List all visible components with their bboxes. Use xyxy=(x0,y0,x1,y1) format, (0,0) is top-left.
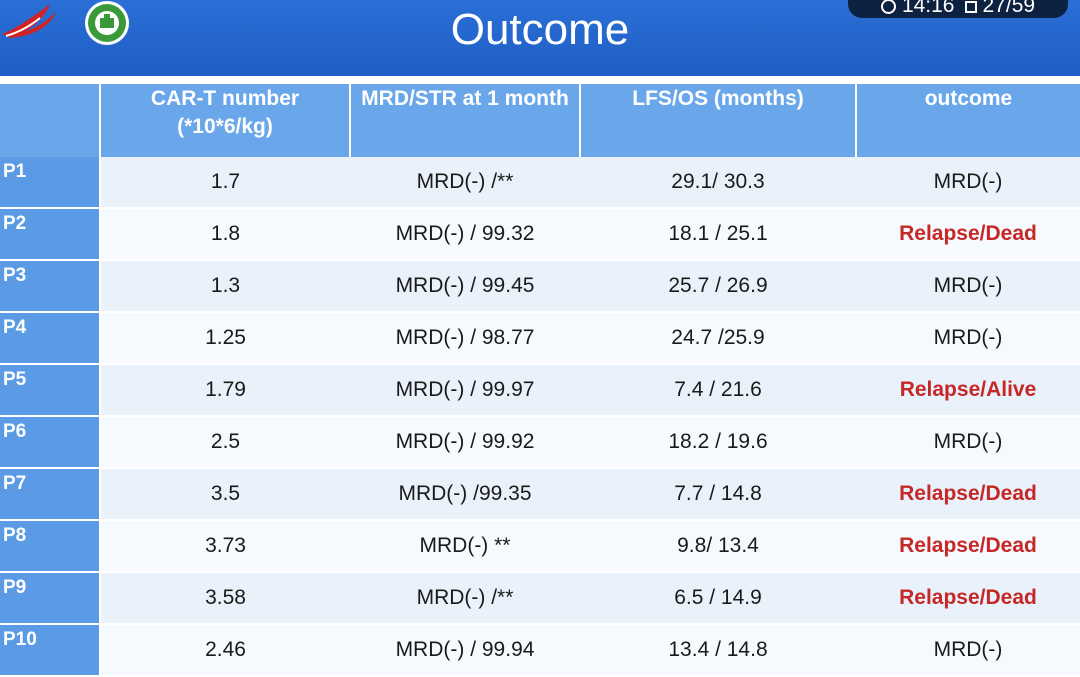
lfs-os-cell: 13.4 / 14.8 xyxy=(580,624,856,677)
lfs-os-cell: 18.1 / 25.1 xyxy=(580,208,856,261)
table-row: P1 1.7 MRD(-) /** 29.1/ 30.3 MRD(-) xyxy=(0,157,1080,209)
cart-number-cell: 1.7 xyxy=(100,157,350,209)
lfs-os-cell: 7.7 / 14.8 xyxy=(580,468,856,521)
red-swoosh-logo-icon xyxy=(2,4,56,38)
presentation-status-pill: 14:16 27/59 xyxy=(848,0,1068,18)
outcome-cell: Relapse/Dead xyxy=(856,468,1080,521)
mrd-str-cell: MRD(-) ** xyxy=(350,520,580,573)
outcome-cell: Relapse/Alive xyxy=(856,364,1080,417)
lfs-os-cell: 6.5 / 14.9 xyxy=(580,572,856,625)
cart-number-cell: 3.5 xyxy=(100,468,350,521)
outcome-table: CAR-T number (*10*6/kg) MRD/STR at 1 mon… xyxy=(0,84,1080,677)
mrd-str-cell: MRD(-) / 99.45 xyxy=(350,260,580,313)
table-row: P5 1.79 MRD(-) / 99.97 7.4 / 21.6 Relapse/Al… xyxy=(0,364,1080,417)
mrd-str-cell: MRD(-) / 99.94 xyxy=(350,624,580,677)
cart-number-cell: 2.46 xyxy=(100,624,350,677)
header-mrd-str: MRD/STR at 1 month xyxy=(350,84,581,157)
header-divider xyxy=(0,76,1080,84)
patient-id-cell: P10 xyxy=(0,624,101,677)
lfs-os-cell: 25.7 / 26.9 xyxy=(580,260,856,313)
outcome-cell: MRD(-) xyxy=(856,157,1080,209)
cart-number-cell: 3.58 xyxy=(100,572,350,625)
table-row: P9 3.58 MRD(-) /** 6.5 / 14.9 Relapse/Dead xyxy=(0,572,1080,625)
lfs-os-cell: 24.7 /25.9 xyxy=(580,312,856,365)
table-row: P7 3.5 MRD(-) /99.35 7.7 / 14.8 Relapse/Dead xyxy=(0,468,1080,521)
patient-id-cell: P3 xyxy=(0,260,101,313)
patient-id-cell: P5 xyxy=(0,364,101,417)
outcome-cell: MRD(-) xyxy=(856,416,1080,469)
lfs-os-cell: 18.2 / 19.6 xyxy=(580,416,856,469)
clock-icon xyxy=(880,0,896,14)
table-row: P8 3.73 MRD(-) ** 9.8/ 13.4 Relapse/Dead xyxy=(0,520,1080,573)
header-outcome: outcome xyxy=(856,84,1080,157)
patient-id-cell: P1 xyxy=(0,157,101,209)
cart-number-cell: 1.8 xyxy=(100,208,350,261)
page-icon xyxy=(964,1,977,13)
mrd-str-cell: MRD(-) / 99.32 xyxy=(350,208,580,261)
outcome-cell: MRD(-) xyxy=(856,624,1080,677)
header-cart-number: CAR-T number (*10*6/kg) xyxy=(100,84,351,157)
green-emblem-logo-icon xyxy=(85,1,129,45)
mrd-str-cell: MRD(-) / 98.77 xyxy=(350,312,580,365)
lfs-os-cell: 7.4 / 21.6 xyxy=(580,364,856,417)
patient-id-cell: P6 xyxy=(0,416,101,469)
outcome-cell: Relapse/Dead xyxy=(856,520,1080,573)
status-page-count: 27/59 xyxy=(982,0,1036,17)
patient-id-cell: P7 xyxy=(0,468,101,521)
lfs-os-cell: 9.8/ 13.4 xyxy=(580,520,856,573)
header-patient xyxy=(0,84,101,157)
mrd-str-cell: MRD(-) /99.35 xyxy=(350,468,580,521)
patient-id-cell: P2 xyxy=(0,208,101,261)
header-lfs-os: LFS/OS (months) xyxy=(580,84,857,157)
table-row: P3 1.3 MRD(-) / 99.45 25.7 / 26.9 MRD(-) xyxy=(0,260,1080,313)
table-row: P10 2.46 MRD(-) / 99.94 13.4 / 14.8 MRD(-) xyxy=(0,624,1080,677)
cart-number-cell: 1.3 xyxy=(100,260,350,313)
cart-number-cell: 1.79 xyxy=(100,364,350,417)
cart-number-cell: 2.5 xyxy=(100,416,350,469)
table-row: P2 1.8 MRD(-) / 99.32 18.1 / 25.1 Relapse/De… xyxy=(0,208,1080,261)
slide-title: Outcome xyxy=(450,5,630,54)
patient-id-cell: P9 xyxy=(0,572,101,625)
outcome-cell: MRD(-) xyxy=(856,260,1080,313)
mrd-str-cell: MRD(-) /** xyxy=(350,157,580,209)
table-row: P4 1.25 MRD(-) / 98.77 24.7 /25.9 MRD(-) xyxy=(0,312,1080,365)
outcome-cell: MRD(-) xyxy=(856,312,1080,365)
mrd-str-cell: MRD(-) /** xyxy=(350,572,580,625)
mrd-str-cell: MRD(-) / 99.92 xyxy=(350,416,580,469)
table-header-row: CAR-T number (*10*6/kg) MRD/STR at 1 mon… xyxy=(0,84,1080,157)
status-time: 14:16 xyxy=(901,0,955,17)
cart-number-cell: 1.25 xyxy=(100,312,350,365)
patient-id-cell: P4 xyxy=(0,312,101,365)
outcome-cell: Relapse/Dead xyxy=(856,572,1080,625)
table-row: P6 2.5 MRD(-) / 99.92 18.2 / 19.6 MRD(-) xyxy=(0,416,1080,469)
mrd-str-cell: MRD(-) / 99.97 xyxy=(350,364,580,417)
lfs-os-cell: 29.1/ 30.3 xyxy=(580,157,856,209)
patient-id-cell: P8 xyxy=(0,520,101,573)
cart-number-cell: 3.73 xyxy=(100,520,350,573)
outcome-cell: Relapse/Dead xyxy=(856,208,1080,261)
